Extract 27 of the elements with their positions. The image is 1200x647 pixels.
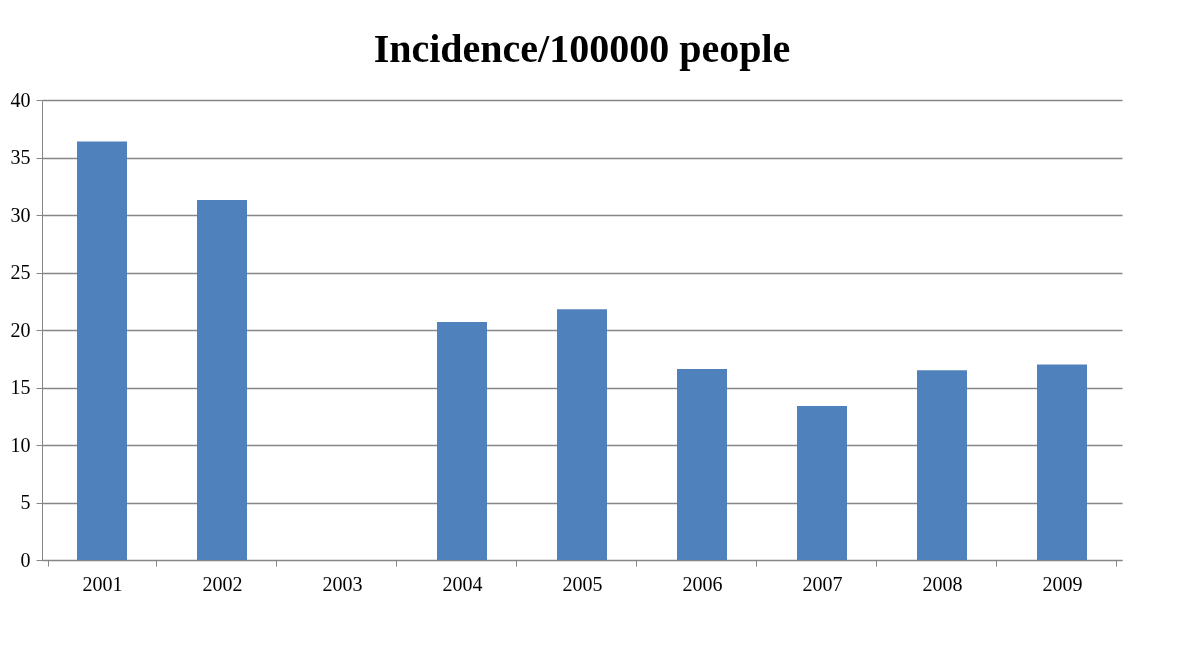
bar bbox=[677, 369, 727, 560]
y-tick-label: 0 bbox=[20, 548, 31, 571]
bar bbox=[77, 141, 127, 560]
x-tick-label: 2007 bbox=[802, 572, 843, 595]
x-tick-label: 2001 bbox=[82, 572, 123, 595]
y-tick-label: 40 bbox=[10, 88, 31, 111]
x-tick-label: 2006 bbox=[682, 572, 723, 595]
bar bbox=[197, 200, 247, 560]
y-tick-label: 30 bbox=[10, 203, 31, 226]
chart-title: Incidence/100000 people bbox=[373, 26, 791, 71]
y-tick-label: 5 bbox=[20, 491, 31, 513]
x-tick-label: 2003 bbox=[322, 572, 363, 595]
bar bbox=[557, 309, 607, 560]
y-tick-label: 35 bbox=[10, 146, 31, 168]
y-tick-label: 10 bbox=[10, 433, 31, 456]
bar bbox=[437, 321, 487, 560]
x-tick-label: 2008 bbox=[922, 572, 963, 595]
bar bbox=[917, 370, 967, 560]
bar bbox=[797, 405, 847, 560]
y-tick-label: 25 bbox=[10, 261, 31, 283]
x-tick-label: 2009 bbox=[1042, 572, 1083, 595]
x-tick-label: 2002 bbox=[202, 572, 243, 595]
x-tick-label: 2004 bbox=[442, 572, 483, 595]
y-tick-label: 15 bbox=[10, 376, 31, 398]
bar bbox=[1037, 364, 1087, 560]
x-tick-label: 2005 bbox=[562, 572, 603, 595]
y-tick-label: 20 bbox=[10, 318, 31, 341]
